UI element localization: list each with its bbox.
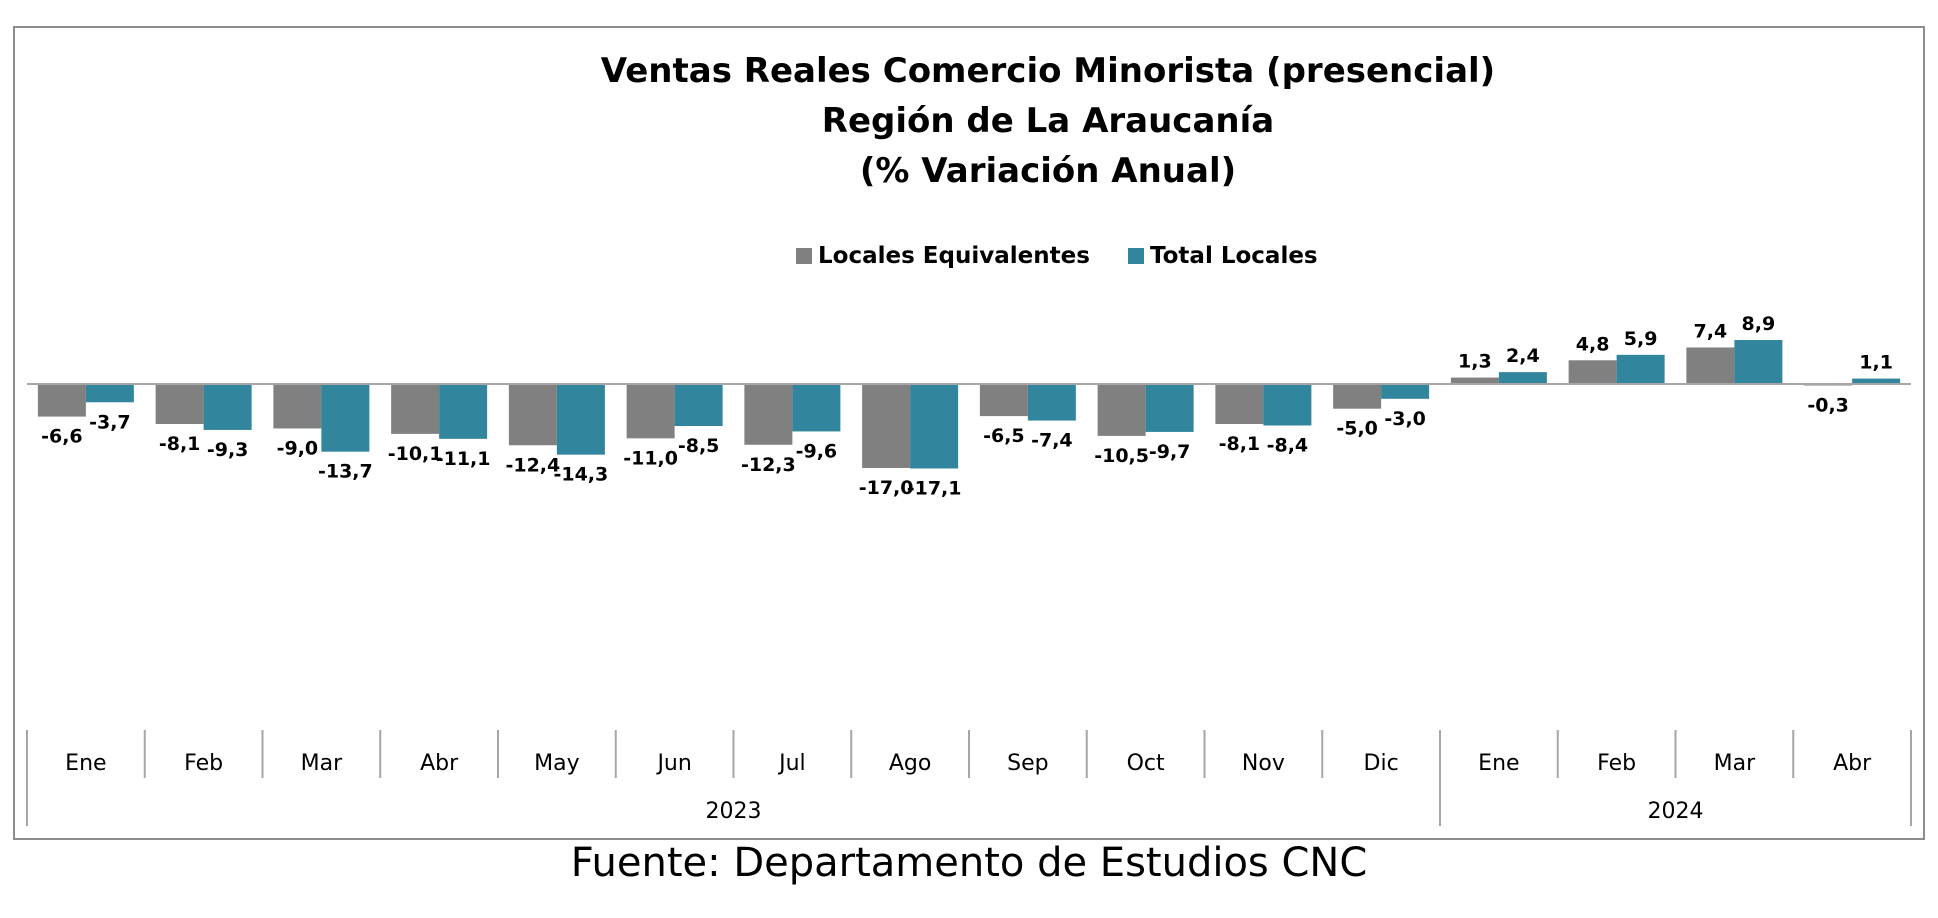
data-label-s1-4: -12,4 — [505, 454, 560, 476]
tick-label-10: Nov — [1242, 751, 1285, 776]
tick-label-14: Mar — [1714, 751, 1756, 776]
bar-s1-14 — [1686, 347, 1735, 384]
bar-s2-2 — [321, 384, 370, 452]
data-label-s1-12: 1,3 — [1458, 351, 1492, 373]
bar-s2-13 — [1616, 354, 1665, 384]
data-label-s1-0: -6,6 — [41, 426, 83, 448]
group-label-2023: 2023 — [706, 799, 762, 824]
data-label-s2-3: -11,1 — [436, 448, 491, 470]
bar-s2-4 — [556, 384, 605, 455]
title-line-1: Ventas Reales Comercio Minorista (presen… — [601, 51, 1495, 91]
bar-s2-10 — [1263, 384, 1312, 426]
tick-label-6: Jul — [777, 751, 806, 776]
data-label-s1-10: -8,1 — [1219, 433, 1261, 455]
bar-s2-15 — [1852, 378, 1901, 384]
chart-frame — [13, 26, 1925, 840]
bar-s1-11 — [1333, 384, 1382, 409]
legend: Locales Equivalentes Total Locales — [796, 243, 1318, 269]
tick-label-3: Abr — [420, 751, 459, 776]
chart: Ventas Reales Comercio Minorista (presen… — [13, 26, 1925, 840]
tick-label-2: Mar — [301, 751, 343, 776]
data-label-s2-7: -17,1 — [907, 477, 962, 499]
bar-s1-7 — [862, 384, 911, 468]
tick-label-9: Oct — [1127, 751, 1165, 776]
tick-label-8: Sep — [1007, 751, 1048, 776]
legend-swatch-2 — [1128, 248, 1144, 264]
data-label-s2-9: -9,7 — [1149, 441, 1191, 463]
source-note: Fuente: Departamento de Estudios CNC — [570, 840, 1368, 886]
bar-s1-13 — [1568, 360, 1617, 384]
category-axis: Ene Feb Mar Abr May Jun Jul Ago Sep Oct Nov Dic Ene F… — [26, 730, 1912, 826]
data-label-s1-5: -11,0 — [623, 447, 678, 469]
data-label-s1-1: -8,1 — [159, 433, 201, 455]
group-label-2024: 2024 — [1648, 799, 1704, 824]
legend-label-2: Total Locales — [1150, 243, 1318, 269]
data-labels: -6,6 -3,7 -8,1 -9,3 -9,0-13,7 -10,1-11,1 -12,4… — [41, 313, 1893, 499]
data-label-s2-12: 2,4 — [1506, 345, 1540, 367]
bar-s1-5 — [626, 384, 675, 439]
tick-label-5: Jun — [655, 751, 691, 776]
tick-label-15: Abr — [1833, 751, 1872, 776]
bar-s1-9 — [1097, 384, 1146, 436]
legend-swatch-1 — [796, 248, 812, 264]
bar-s1-4 — [508, 384, 557, 446]
bar-s2-5 — [674, 384, 723, 426]
data-label-s2-4: -14,3 — [553, 464, 608, 486]
data-label-s1-11: -5,0 — [1336, 418, 1378, 440]
data-label-s2-14: 8,9 — [1742, 313, 1776, 335]
bar-s2-8 — [1027, 384, 1076, 421]
data-label-s2-1: -9,3 — [207, 439, 249, 461]
bars — [37, 340, 1901, 469]
bar-s2-1 — [203, 384, 252, 430]
data-label-s1-15: -0,3 — [1807, 394, 1849, 416]
data-label-s2-5: -8,5 — [678, 435, 720, 457]
tick-label-1: Feb — [184, 751, 223, 776]
bar-s1-0 — [37, 384, 86, 417]
legend-label-1: Locales Equivalentes — [818, 243, 1090, 269]
tick-label-12: Ene — [1478, 751, 1519, 776]
bar-s2-7 — [910, 384, 959, 469]
data-label-s1-6: -12,3 — [741, 454, 796, 476]
tick-label-7: Ago — [889, 751, 931, 776]
data-label-s2-13: 5,9 — [1624, 328, 1658, 350]
title-line-2: Región de La Araucanía — [822, 101, 1274, 141]
tick-label-13: Feb — [1597, 751, 1636, 776]
bar-s1-2 — [273, 384, 322, 429]
data-label-s2-10: -8,4 — [1267, 434, 1309, 456]
data-label-s1-9: -10,5 — [1094, 445, 1149, 467]
bar-s2-12 — [1498, 372, 1547, 384]
chart-title: Ventas Reales Comercio Minorista (presen… — [601, 51, 1495, 191]
data-label-s2-8: -7,4 — [1031, 430, 1073, 452]
bar-s1-12 — [1450, 377, 1499, 384]
tick-label-11: Dic — [1364, 751, 1399, 776]
data-label-s1-14: 7,4 — [1694, 320, 1728, 342]
tick-label-0: Ene — [65, 751, 106, 776]
data-label-s2-2: -13,7 — [318, 461, 373, 483]
data-label-s2-15: 1,1 — [1859, 352, 1893, 374]
data-label-s1-2: -9,0 — [277, 437, 319, 459]
data-label-s1-7: -17,0 — [859, 477, 914, 499]
bar-s2-11 — [1381, 384, 1430, 399]
title-line-3: (% Variación Anual) — [860, 151, 1236, 191]
bar-s2-0 — [85, 384, 134, 403]
data-label-s2-0: -3,7 — [89, 411, 131, 433]
data-label-s2-6: -9,6 — [796, 440, 838, 462]
tick-label-4: May — [534, 751, 579, 776]
bar-s1-10 — [1215, 384, 1264, 425]
data-label-s1-13: 4,8 — [1576, 333, 1610, 355]
bar-s1-8 — [979, 384, 1028, 417]
bar-s1-6 — [744, 384, 793, 445]
data-label-s2-11: -3,0 — [1384, 408, 1426, 430]
data-label-s1-3: -10,1 — [388, 443, 443, 465]
bar-s2-6 — [792, 384, 841, 432]
bar-s1-1 — [155, 384, 204, 425]
bar-s2-9 — [1145, 384, 1194, 432]
bar-s2-14 — [1734, 340, 1783, 384]
data-label-s1-8: -6,5 — [983, 425, 1025, 447]
bar-s2-3 — [439, 384, 488, 439]
bar-s1-3 — [391, 384, 440, 434]
